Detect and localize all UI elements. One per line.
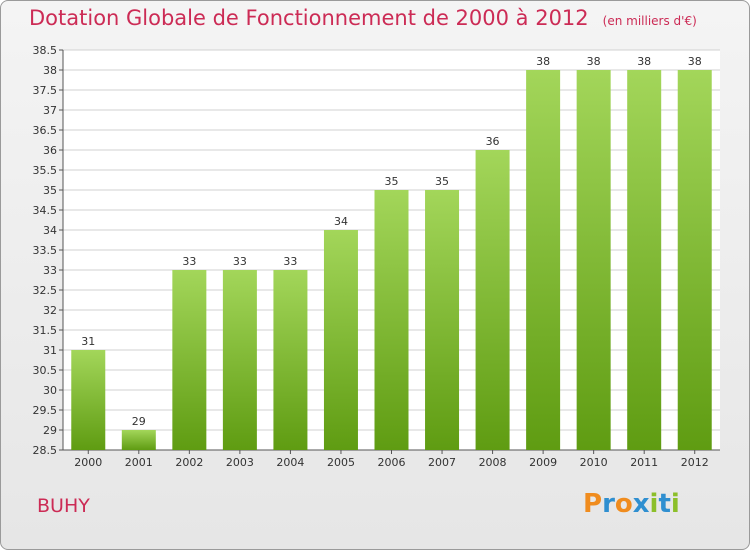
y-tick-label: 36.5	[33, 124, 58, 137]
chart-unit: (en milliers d'€)	[602, 14, 697, 28]
bar	[526, 70, 561, 450]
logo-letter: P	[583, 489, 603, 519]
bar	[374, 190, 409, 450]
x-tick-label: 2009	[529, 456, 557, 469]
bar	[475, 150, 510, 450]
y-tick-label: 38.5	[33, 44, 58, 57]
y-tick-label: 35.5	[33, 164, 58, 177]
y-tick-label: 34	[43, 224, 57, 237]
bar	[677, 70, 712, 450]
y-tick-label: 31.5	[33, 324, 58, 337]
x-tick-label: 2010	[580, 456, 608, 469]
x-tick-label: 2006	[378, 456, 406, 469]
bar	[273, 270, 308, 450]
logo-letter: t	[658, 489, 671, 519]
bar	[172, 270, 207, 450]
bar-value-label: 38	[587, 55, 601, 68]
proxiti-logo[interactable]: Proxiti	[583, 489, 680, 519]
bar-value-label: 33	[233, 255, 247, 268]
bar	[627, 70, 662, 450]
x-tick-label: 2012	[681, 456, 709, 469]
y-tick-label: 35	[43, 184, 57, 197]
y-tick-label: 36	[43, 144, 57, 157]
bar-value-label: 38	[536, 55, 550, 68]
bar	[222, 270, 257, 450]
bar-value-label: 38	[688, 55, 702, 68]
y-tick-label: 33.5	[33, 244, 58, 257]
bar	[71, 350, 106, 450]
y-tick-label: 30.5	[33, 364, 58, 377]
bar-value-label: 31	[81, 335, 95, 348]
chart-title: Dotation Globale de Fonctionnement de 20…	[29, 6, 697, 30]
y-tick-label: 37	[43, 104, 57, 117]
y-tick-label: 38	[43, 64, 57, 77]
y-tick-label: 33	[43, 264, 57, 277]
y-tick-label: 29	[43, 424, 57, 437]
bar	[576, 70, 611, 450]
logo-letter: i	[649, 489, 659, 519]
chart-title-text: Dotation Globale de Fonctionnement de 20…	[29, 6, 589, 30]
logo-letter: x	[632, 489, 650, 519]
y-tick-label: 32	[43, 304, 57, 317]
bar-value-label: 36	[486, 135, 500, 148]
x-tick-label: 2003	[226, 456, 254, 469]
x-tick-label: 2004	[276, 456, 304, 469]
x-tick-label: 2005	[327, 456, 355, 469]
bar-value-label: 34	[334, 215, 348, 228]
bar	[425, 190, 460, 450]
bar-value-label: 38	[637, 55, 651, 68]
x-tick-label: 2002	[175, 456, 203, 469]
y-tick-label: 30	[43, 384, 57, 397]
x-tick-label: 2007	[428, 456, 456, 469]
x-tick-label: 2001	[125, 456, 153, 469]
x-tick-label: 2011	[630, 456, 658, 469]
x-tick-label: 2000	[74, 456, 102, 469]
y-tick-label: 29.5	[33, 404, 58, 417]
bar-value-label: 33	[182, 255, 196, 268]
commune-name: BUHY	[37, 495, 90, 517]
bar-value-label: 35	[385, 175, 399, 188]
logo-letter: r	[602, 489, 615, 519]
logo-letter: o	[614, 489, 633, 519]
x-tick-label: 2008	[479, 456, 507, 469]
bar-value-label: 33	[283, 255, 297, 268]
bar-value-label: 29	[132, 415, 146, 428]
y-tick-label: 31	[43, 344, 57, 357]
bar	[121, 430, 156, 450]
y-tick-label: 28.5	[33, 444, 58, 457]
y-tick-label: 37.5	[33, 84, 58, 97]
y-tick-label: 34.5	[33, 204, 58, 217]
y-tick-label: 32.5	[33, 284, 58, 297]
logo-letter: i	[670, 489, 680, 519]
bar-value-label: 35	[435, 175, 449, 188]
bar	[323, 230, 358, 450]
